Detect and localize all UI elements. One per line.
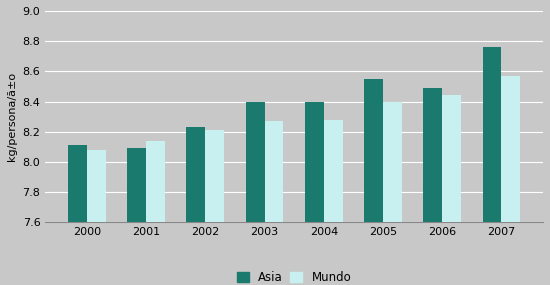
- Bar: [383, 101, 402, 285]
- Bar: [68, 145, 87, 285]
- Bar: [502, 76, 520, 285]
- Bar: [205, 130, 224, 285]
- Bar: [482, 47, 502, 285]
- Bar: [186, 127, 205, 285]
- Bar: [324, 120, 343, 285]
- Legend: Asia, Mundo: Asia, Mundo: [233, 266, 356, 285]
- Bar: [127, 148, 146, 285]
- Bar: [442, 95, 461, 285]
- Y-axis label: kg/persona/ã±o: kg/persona/ã±o: [7, 72, 17, 161]
- Bar: [305, 101, 324, 285]
- Bar: [424, 88, 442, 285]
- Bar: [245, 101, 265, 285]
- Bar: [87, 150, 106, 285]
- Bar: [146, 141, 165, 285]
- Bar: [364, 79, 383, 285]
- Bar: [265, 121, 283, 285]
